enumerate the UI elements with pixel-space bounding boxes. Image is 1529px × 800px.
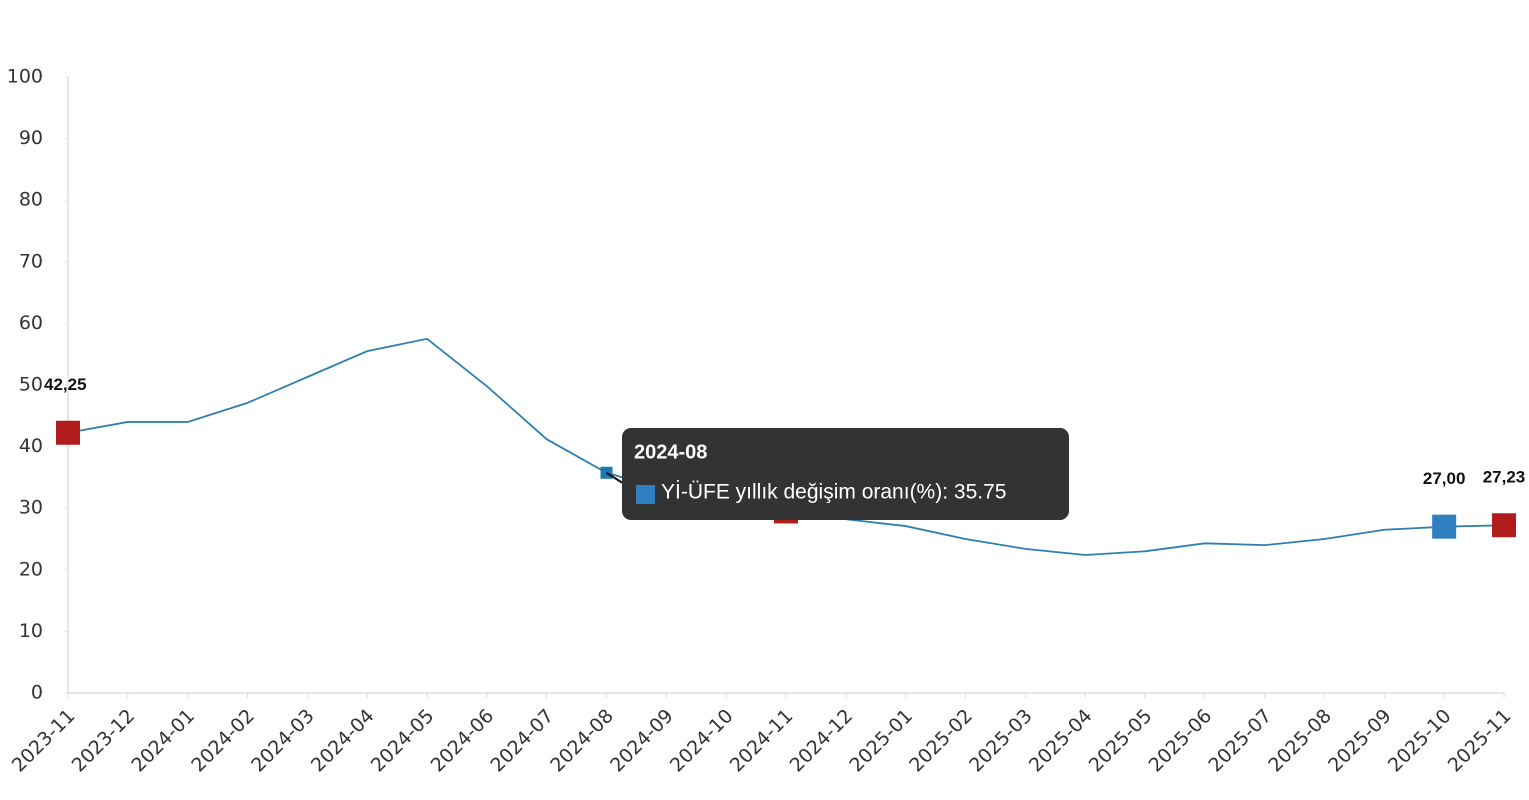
x-tick-label: 2024-10 (666, 705, 738, 777)
x-tick-label: 2024-04 (307, 705, 379, 777)
y-tick-label: 40 (19, 435, 43, 457)
x-tick-label: 2025-11 (1444, 705, 1516, 777)
x-tick-label: 2024-01 (127, 705, 199, 777)
tooltip-swatch (636, 485, 655, 504)
y-tick-label: 80 (19, 189, 43, 211)
y-tick-label: 30 (19, 497, 43, 519)
y-tick-label: 70 (19, 250, 43, 272)
x-tick-label: 2025-10 (1384, 705, 1456, 777)
y-tick-label: 0 (31, 682, 43, 704)
data-label: 27,23 (1483, 468, 1526, 487)
x-tick-label: 2024-07 (486, 705, 558, 777)
tooltip-box (622, 428, 1069, 520)
y-tick-label: 20 (19, 558, 43, 580)
marker (1492, 513, 1516, 538)
data-label: 27,00 (1423, 469, 1466, 488)
x-tick-label: 2023-12 (68, 705, 140, 777)
x-tick-label: 2024-05 (367, 705, 439, 777)
marker (1432, 514, 1457, 539)
tooltip-title: 2024-08 (634, 441, 707, 463)
x-tick-label: 2024-03 (247, 705, 319, 777)
x-tick-label: 2025-03 (965, 705, 1037, 777)
x-tick-label: 2025-06 (1145, 705, 1217, 777)
x-tick-label: 2023-11 (8, 705, 80, 777)
y-tick-label: 90 (19, 127, 43, 149)
y-tick-label: 50 (19, 374, 43, 396)
x-tick-label: 2025-07 (1204, 705, 1276, 777)
x-tick-label: 2024-11 (726, 705, 798, 777)
x-tick-label: 2025-08 (1264, 705, 1336, 777)
x-tick-label: 2025-01 (845, 705, 917, 777)
x-tick-label: 2025-02 (905, 705, 977, 777)
x-tick-label: 2024-08 (546, 705, 618, 777)
x-tick-label: 2025-09 (1324, 705, 1396, 777)
y-tick-label: 10 (19, 620, 43, 642)
y-tick-label: 60 (19, 312, 43, 334)
marker (56, 420, 80, 445)
data-label: 42,25 (44, 375, 87, 394)
x-tick-label: 2024-06 (427, 705, 499, 777)
tooltip-text: Yİ-ÜFE yıllık değişim oranı(%): 35.75 (661, 481, 1006, 504)
x-tick-label: 2025-05 (1085, 705, 1157, 777)
tooltip: 2024-08 Yİ-ÜFE yıllık değişim oranı(%): 3… (605, 428, 1069, 520)
y-tick-label: 100 (7, 66, 43, 88)
x-tick-label: 2024-02 (187, 705, 259, 777)
x-tick-label: 2024-09 (606, 705, 678, 777)
x-tick-label: 2025-04 (1025, 705, 1097, 777)
x-tick-label: 2024-12 (786, 705, 858, 777)
